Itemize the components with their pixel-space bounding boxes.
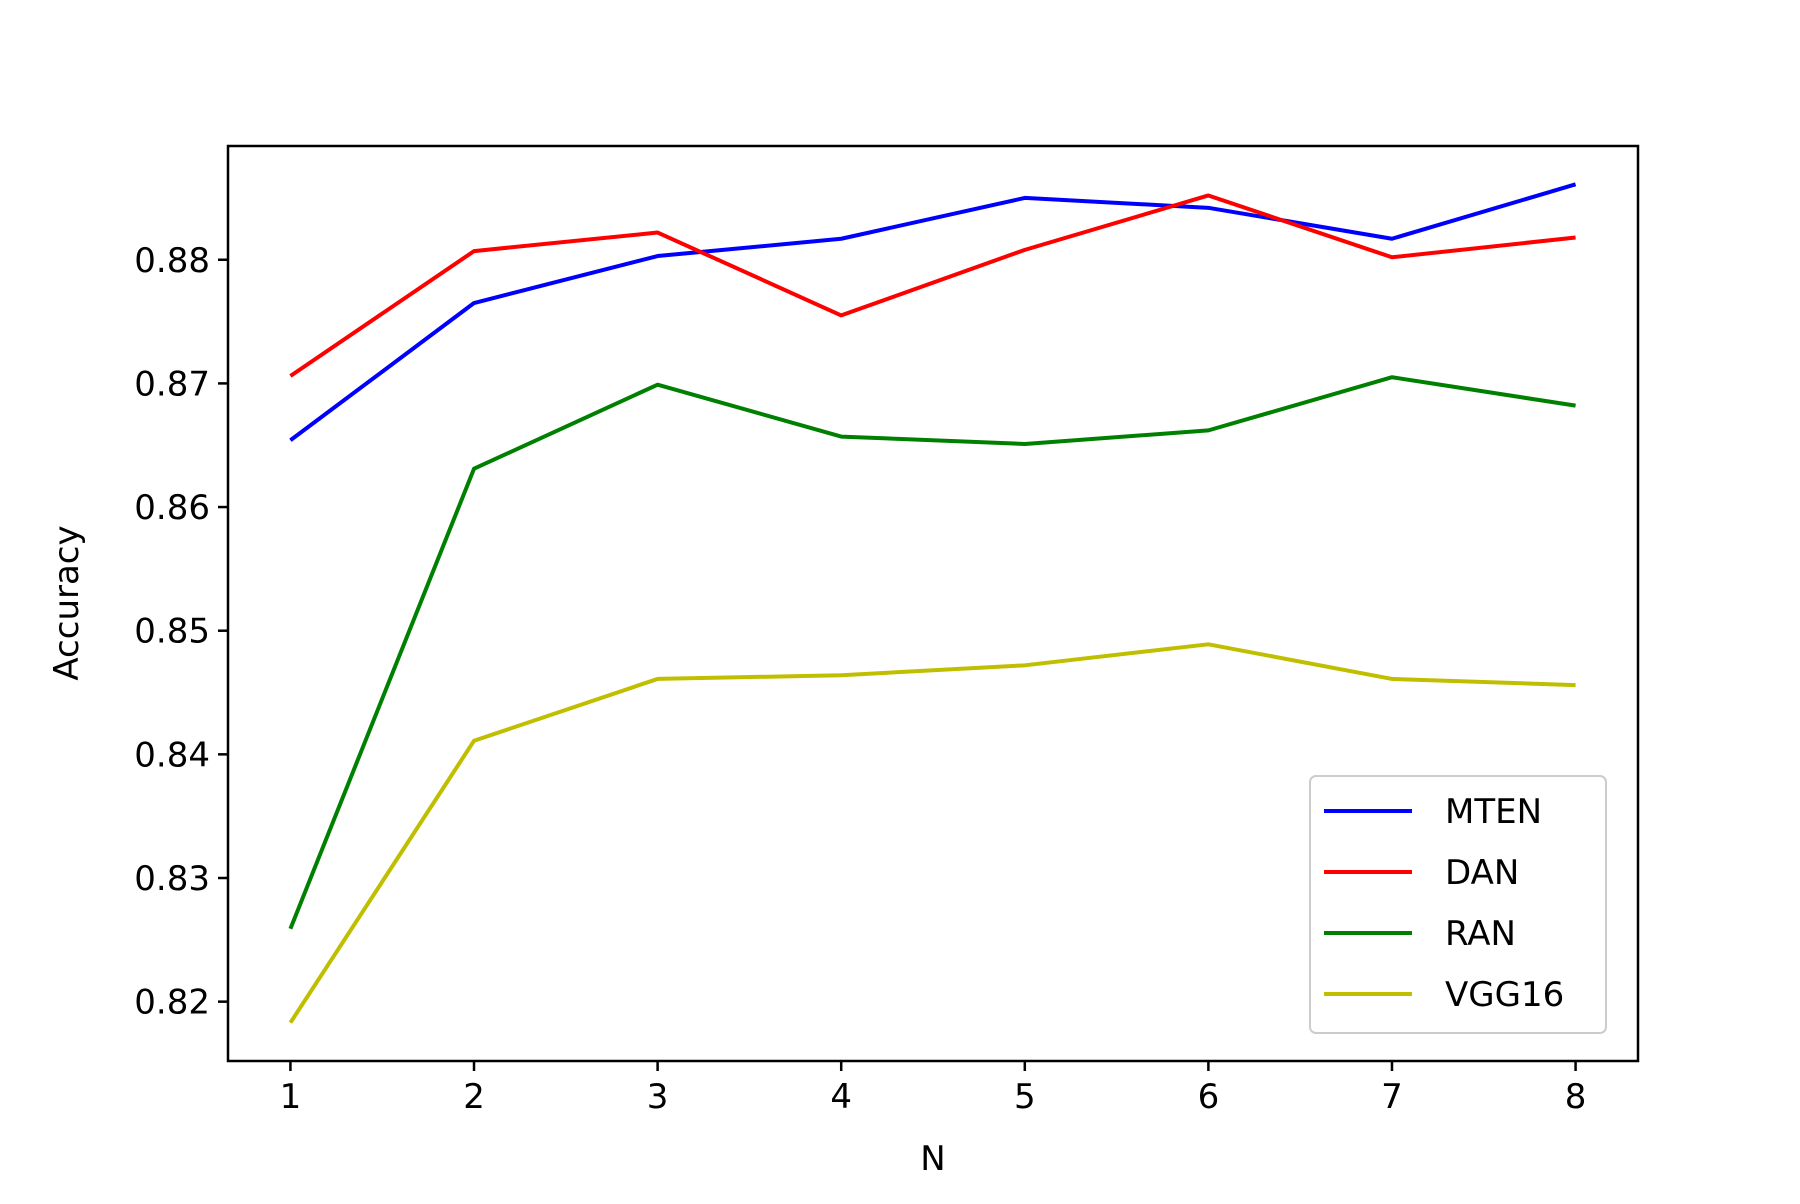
x-tick-label: 7 <box>1381 1077 1403 1117</box>
series-line-vgg16 <box>288 642 1576 1024</box>
x-tick-label: 4 <box>830 1077 852 1117</box>
series-line-ran <box>288 375 1576 930</box>
y-tick-label: 0.83 <box>134 859 210 899</box>
legend-label-mten: MTEN <box>1445 792 1542 832</box>
y-tick-label: 0.86 <box>134 488 210 528</box>
y-tick-label: 0.85 <box>134 612 210 652</box>
series-line-mten <box>289 182 1577 442</box>
y-axis-label: Accuracy <box>47 525 87 680</box>
legend-label-ran: RAN <box>1445 914 1516 954</box>
legend-label-dan: DAN <box>1445 853 1519 893</box>
y-tick-label: 0.84 <box>134 735 210 775</box>
series-line-dan <box>289 193 1576 378</box>
y-tick-label: 0.88 <box>134 241 210 281</box>
legend-label-vgg16: VGG16 <box>1445 975 1564 1015</box>
x-tick-label: 6 <box>1198 1077 1220 1117</box>
x-tick-label: 1 <box>280 1077 302 1117</box>
axes-layer: 1 2 3 4 5 6 7 8 0.82 0.83 0.84 0.85 0.86 0.87 0.88 <box>134 144 1640 1117</box>
x-tick-label: 3 <box>647 1077 669 1117</box>
x-tick-label: 8 <box>1565 1077 1587 1117</box>
plot-frame <box>226 144 1640 1063</box>
legend-box <box>1309 775 1607 1034</box>
x-tick-label: 2 <box>463 1077 485 1117</box>
x-axis-label: N <box>920 1139 945 1179</box>
y-tick-label: 0.82 <box>134 983 210 1023</box>
legend: MTEN DAN RAN VGG16 <box>1309 775 1607 1034</box>
y-tick-label: 0.87 <box>134 364 210 404</box>
series-layer <box>288 182 1577 1024</box>
x-tick-label: 5 <box>1014 1077 1036 1117</box>
